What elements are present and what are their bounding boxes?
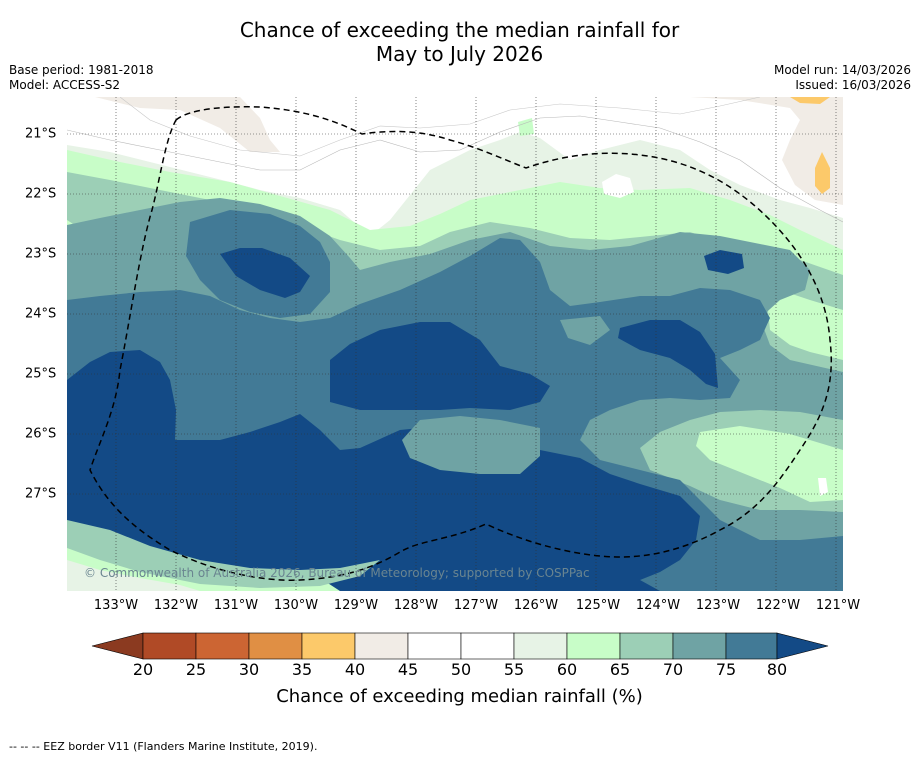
colorbar-swatch-above-80 xyxy=(776,632,829,660)
copyright-notice: © Commonwealth of Australia 2026, Bureau… xyxy=(84,566,590,580)
colorbar-swatch-25-30 xyxy=(195,632,250,660)
colorbar-swatch-30-35 xyxy=(248,632,303,660)
colorbar-tick: 40 xyxy=(344,660,366,679)
lon-label: 124°W xyxy=(635,598,681,613)
lat-label: 26°S xyxy=(25,426,57,442)
region-80-plus-east xyxy=(618,320,718,388)
lon-label: 125°W xyxy=(575,598,621,613)
lon-label: 130°W xyxy=(273,598,319,613)
model-run: Model run: 14/03/2026 xyxy=(773,63,911,77)
lon-label: 129°W xyxy=(333,598,379,613)
colorbar-tick: 70 xyxy=(662,660,684,679)
region-80-plus-north xyxy=(220,248,310,298)
lon-label: 131°W xyxy=(213,598,259,613)
colorbar-swatch-below-20 xyxy=(91,632,144,660)
lat-label: 23°S xyxy=(25,246,57,262)
colorbar-swatch-75-80 xyxy=(725,632,778,660)
colorbar-swatch-20-25 xyxy=(142,632,197,660)
colorbar xyxy=(91,632,829,660)
region-60-65-south-east xyxy=(696,426,843,502)
region-35-40-b xyxy=(815,152,830,194)
footer-note: -- -- -- EEZ border V11 (Flanders Marine… xyxy=(9,740,318,753)
graticule xyxy=(67,97,843,591)
region-white-small xyxy=(602,174,634,198)
meta-right: Model run: 14/03/2026 Issued: 16/03/2026 xyxy=(774,63,911,93)
lon-label: 126°W xyxy=(513,598,559,613)
colorbar-tick: 80 xyxy=(766,660,788,679)
region-80-plus-center xyxy=(330,322,550,410)
region-40-45 xyxy=(95,97,280,152)
colorbar-tick: 20 xyxy=(132,660,154,679)
colorbar-swatch-55-60 xyxy=(513,632,568,660)
colorbar-tick: 45 xyxy=(397,660,419,679)
lon-label: 132°W xyxy=(153,598,199,613)
region-southern-teal-band xyxy=(67,520,380,588)
lon-label: 133°W xyxy=(93,598,139,613)
region-40-45-ne xyxy=(690,97,843,205)
colorbar-tick: 75 xyxy=(715,660,737,679)
region-80-plus-south xyxy=(67,350,700,591)
title-line-2: May to July 2026 xyxy=(375,42,544,66)
colorbar-swatch-35-40 xyxy=(301,632,356,660)
colorbar-tick: 65 xyxy=(609,660,631,679)
colorbar-swatch-65-70 xyxy=(619,632,674,660)
lat-label: 24°S xyxy=(25,306,57,322)
colorbar-swatch-50-55 xyxy=(460,632,515,660)
lon-label: 122°W xyxy=(755,598,801,613)
eez-border xyxy=(89,106,832,581)
colorbar-tick: 30 xyxy=(238,660,260,679)
colorbar-label: Chance of exceeding median rainfall (%) xyxy=(276,686,643,707)
region-southern-pale-band xyxy=(67,560,200,591)
lon-label: 121°W xyxy=(815,598,861,613)
region-70-75-patch xyxy=(560,316,610,345)
colorbar-tick: 25 xyxy=(185,660,207,679)
base-period: Base period: 1981-2018 xyxy=(9,63,154,77)
model-name: Model: ACCESS-S2 xyxy=(9,78,121,92)
colorbar-swatch-45-50 xyxy=(407,632,462,660)
lat-label: 21°S xyxy=(25,126,57,142)
lat-label: 27°S xyxy=(25,486,57,502)
meta-left: Base period: 1981-2018 Model: ACCESS-S2 xyxy=(9,63,154,93)
contour-line-2 xyxy=(119,97,761,157)
lon-label: 128°W xyxy=(393,598,439,613)
region-35-40 xyxy=(790,97,830,104)
lat-label: 22°S xyxy=(25,186,57,202)
lon-label: 123°W xyxy=(695,598,741,613)
colorbar-swatch-60-65 xyxy=(566,632,621,660)
colorbar-swatch-40-45 xyxy=(354,632,409,660)
region-60-65-west xyxy=(67,150,843,275)
colorbar-tick: 55 xyxy=(503,660,525,679)
colorbar-tick: 50 xyxy=(450,660,472,679)
region-light-green-patch xyxy=(518,118,534,136)
region-80-plus-small xyxy=(704,250,744,274)
colorbar-tick: 35 xyxy=(291,660,313,679)
lon-label: 127°W xyxy=(453,598,499,613)
lat-label: 25°S xyxy=(25,366,57,382)
colorbar-swatch-70-75 xyxy=(672,632,727,660)
contour-line-1 xyxy=(67,115,843,223)
colorbar-tick: 60 xyxy=(556,660,578,679)
region-white-patch-se xyxy=(818,478,828,496)
title-line-1: Chance of exceeding the median rainfall … xyxy=(239,18,680,42)
region-65-70-patch xyxy=(402,416,540,474)
issue-date: Issued: 16/03/2026 xyxy=(795,78,911,92)
chart-title: Chance of exceeding the median rainfall … xyxy=(0,18,919,66)
